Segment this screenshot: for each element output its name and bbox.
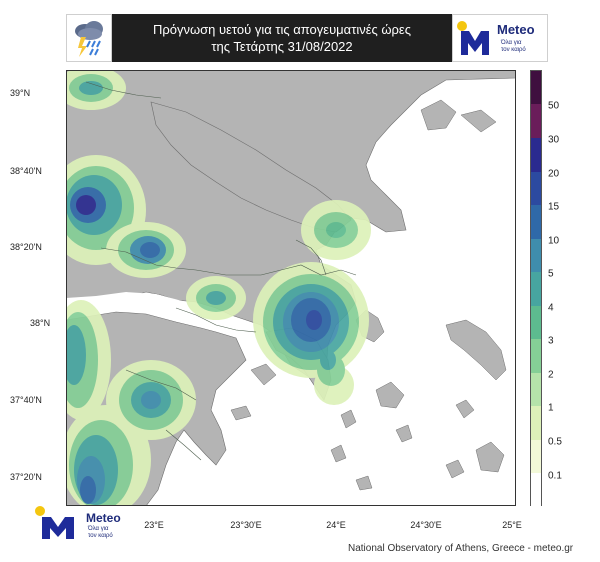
colorbar-segment (531, 138, 541, 172)
serifos-island (355, 475, 373, 491)
skiathos-island (460, 109, 497, 133)
x-tick-label: 25°E (502, 520, 522, 530)
y-tick-label: 38°N (30, 318, 51, 328)
colorbar-segment (531, 339, 541, 373)
meteo-logo: Meteo Όλα για τον καιρό (452, 14, 548, 62)
mykonos-island (455, 399, 475, 419)
colorbar-segment (531, 473, 541, 507)
colorbar-label: 0.1 (548, 470, 562, 482)
colorbar-segment (531, 306, 541, 339)
colorbar-label: 3 (548, 335, 554, 347)
colorbar-segment (531, 205, 541, 239)
colorbar-segment (531, 272, 541, 306)
logo-tagline-1: Όλα για (88, 526, 109, 532)
colorbar-label: 20 (548, 168, 560, 180)
weather-icon-box (66, 14, 112, 62)
colorbar-segment (531, 239, 541, 272)
colorbar-label: 10 (548, 235, 560, 247)
colorbar-label: 15 (548, 201, 560, 213)
colorbar-label: 1 (548, 402, 554, 414)
colorbar-segment (531, 104, 541, 138)
logo-word: Meteo (86, 511, 121, 525)
forecast-title: Πρόγνωση υετού για τις απογευματινές ώρε… (112, 14, 452, 62)
colorbar-segment (531, 71, 541, 104)
colorbar-label: 50 (548, 100, 560, 112)
title-line-1: Πρόγνωση υετού για τις απογευματινές ώρε… (153, 22, 411, 37)
evia-south-island (445, 319, 507, 381)
y-tick-label: 38°20'N (10, 242, 42, 252)
y-tick-label: 38°40'N (10, 166, 42, 176)
logo-tagline-2: τον καιρό (501, 47, 526, 53)
x-tick-label: 24°E (326, 520, 346, 530)
meteo-logo-mark-icon (457, 21, 489, 55)
colorbar-segment (531, 172, 541, 205)
x-tick-label: 24°30'E (410, 520, 442, 530)
kea-island (340, 409, 357, 429)
meteo-logo-mark-icon (35, 506, 74, 539)
colorbar-label: 2 (548, 369, 554, 381)
colorbar-segment (531, 440, 541, 473)
colorbar-segment (531, 406, 541, 440)
precipitation-overlay (66, 70, 371, 506)
y-tick-label: 37°40'N (10, 395, 42, 405)
naxos-island (475, 441, 505, 473)
y-tick-label: 39°N (10, 88, 31, 98)
colorbar-segment (531, 373, 541, 406)
y-tick-label: 37°20'N (10, 472, 42, 482)
paros-island (445, 459, 465, 479)
colorbar-label: 5 (548, 268, 554, 280)
cloud-lightning-rain-icon (75, 21, 103, 57)
x-tick-label: 23°E (144, 520, 164, 530)
aegina-island (250, 363, 277, 386)
logo-word: Meteo (497, 22, 535, 37)
header-banner: Πρόγνωση υετού για τις απογευματινές ώρε… (66, 14, 548, 62)
title-line-2: της Τετάρτης 31/08/2022 (211, 39, 353, 54)
skyros-island (420, 99, 457, 131)
logo-tagline-2: τον καιρό (88, 533, 113, 539)
logo-tagline-1: Όλα για (501, 40, 522, 46)
kythnos-island (330, 444, 347, 463)
bottom-meteo-logo: Meteo Όλα για τον καιρό (34, 505, 134, 541)
colorbar-label: 0.5 (548, 436, 562, 448)
syros-island (395, 424, 413, 443)
x-tick-label: 23°30'E (230, 520, 262, 530)
regional-borders (85, 81, 357, 461)
colorbar-label: 30 (548, 134, 560, 146)
colorbar (530, 70, 542, 507)
colorbar-label: 4 (548, 302, 554, 314)
footer-credit: National Observatory of Athens, Greece -… (348, 543, 574, 554)
hydra-island (230, 405, 252, 421)
precipitation-map (66, 70, 516, 506)
tinos-island (375, 381, 405, 409)
